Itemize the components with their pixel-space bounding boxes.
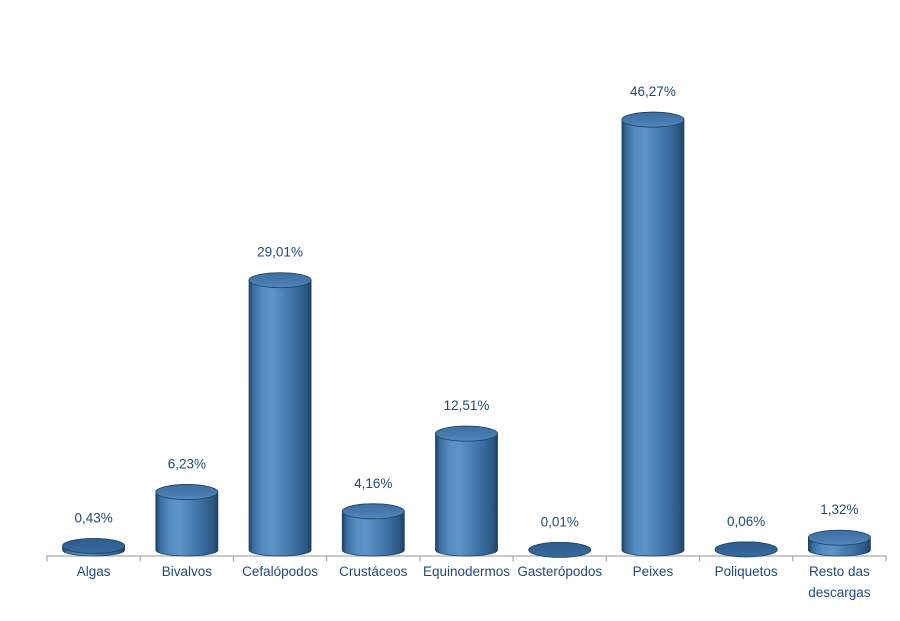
bar-top-face [341, 503, 405, 520]
category-label-line: Poliquetos [715, 564, 778, 579]
value-label: 0,01% [541, 514, 579, 529]
category-label: Resto das descargas [808, 564, 871, 600]
value-label: 6,23% [168, 457, 206, 472]
bar-cylinder: 0,43% Algas [62, 511, 126, 579]
category-label: Gasterópodos [517, 564, 602, 579]
bar-cylinder: 4,16% Crustáceos [339, 476, 408, 579]
bar-cylinder: 46,27% Peixes [621, 84, 685, 579]
bar-top-face [62, 538, 126, 554]
bar-top-face [155, 484, 219, 500]
category-label: Crustáceos [339, 564, 408, 579]
value-label: 1,32% [820, 502, 858, 517]
value-label: 0,43% [74, 511, 112, 526]
category-label-line: Equinodermos [423, 564, 510, 579]
category-label-line: Bivalvos [162, 564, 213, 579]
bar-body [248, 272, 312, 557]
bar-top-face [621, 111, 685, 128]
bar-body [435, 425, 498, 557]
value-label: 46,27% [630, 84, 676, 99]
bar-top-face [435, 425, 498, 442]
bar-body [621, 111, 685, 557]
bar-cylinder: 12,51% Equinodermos [423, 398, 510, 579]
category-label-line: Algas [77, 564, 111, 579]
bar-cylinder: 6,23% Bivalvos [155, 457, 219, 579]
bar-top-face [807, 529, 871, 546]
bar-cylinder: 1,32% Resto das descargas [807, 502, 871, 600]
value-label: 12,51% [444, 398, 490, 413]
category-label-line: Gasterópodos [517, 564, 602, 579]
category-label: Bivalvos [162, 564, 213, 579]
value-label: 0,06% [727, 514, 765, 529]
category-label-line: descargas [808, 585, 871, 600]
category-label-line: Cefalópodos [242, 564, 318, 579]
bar-cylinder: 0,01% Gasterópodos [517, 514, 602, 579]
bar-top-face [528, 542, 592, 558]
category-label-line: Peixes [633, 564, 674, 579]
bar-top-face [248, 272, 312, 289]
value-label: 29,01% [257, 245, 303, 260]
category-label-line: Crustáceos [339, 564, 408, 579]
category-label: Poliquetos [715, 564, 778, 579]
value-label: 4,16% [354, 476, 392, 491]
category-label-line: Resto das [809, 564, 870, 579]
category-label: Equinodermos [423, 564, 510, 579]
category-label: Algas [77, 564, 111, 579]
bar-cylinder: 29,01% Cefalópodos [242, 245, 318, 579]
category-label: Cefalópodos [242, 564, 318, 579]
category-label: Peixes [633, 564, 674, 579]
bar-top-face [714, 541, 778, 558]
bar-cylinder: 0,06% Poliquetos [715, 514, 778, 579]
